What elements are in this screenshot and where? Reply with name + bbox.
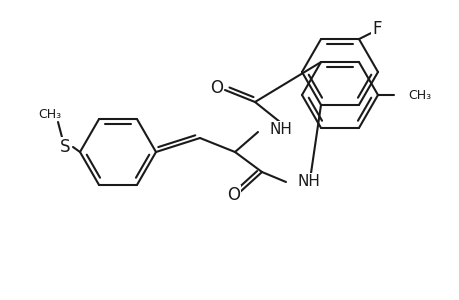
Text: O: O — [210, 79, 223, 97]
Text: F: F — [371, 20, 381, 38]
Text: CH₃: CH₃ — [39, 107, 62, 121]
Text: NH: NH — [297, 173, 320, 188]
Text: O: O — [227, 186, 240, 204]
Text: CH₃: CH₃ — [407, 88, 430, 101]
Text: NH: NH — [269, 122, 292, 136]
Text: S: S — [60, 138, 70, 156]
